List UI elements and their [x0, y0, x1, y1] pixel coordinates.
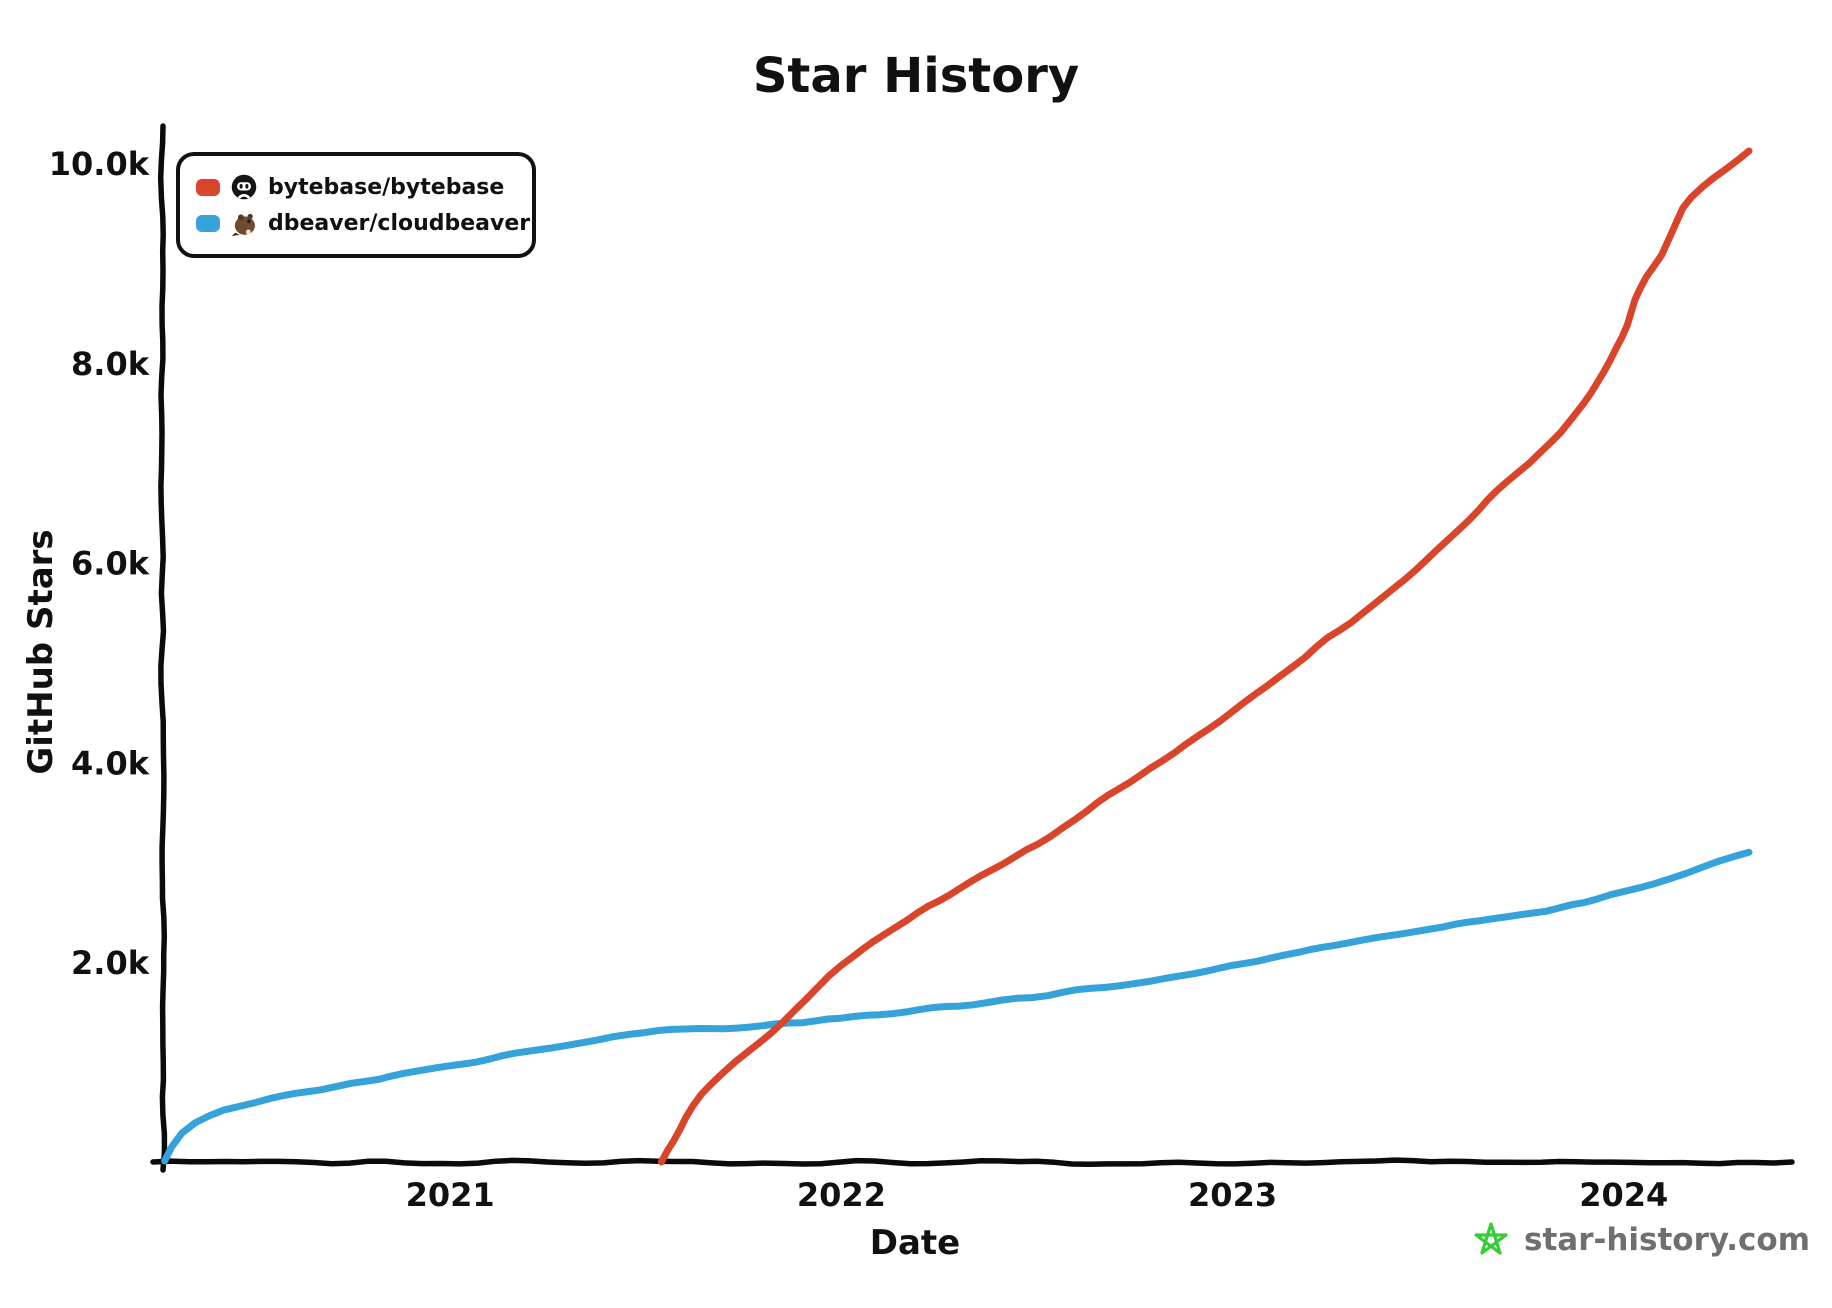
bytebase-logo-icon [231, 174, 257, 200]
y-tick-label-8.0k: 8.0k [71, 345, 150, 383]
series-line-bytebase-bytebase [657, 147, 1753, 1166]
chart-legend: bytebase/bytebase dbeaver/cloudbeaver [176, 152, 536, 258]
y-tick-label-10.0k: 10.0k [49, 145, 150, 183]
beaver-logo-icon [231, 213, 255, 237]
legend-label-cloudbeaver: dbeaver/cloudbeaver [268, 210, 531, 236]
y-tick-label-4.0k: 4.0k [71, 744, 150, 782]
series-lines [161, 147, 1753, 1166]
legend-item-bytebase: bytebase/bytebase [196, 173, 516, 201]
x-tick-label-2024: 2024 [1579, 1176, 1668, 1214]
x-axis-title: Date [870, 1223, 960, 1263]
x-tick-label-2021: 2021 [406, 1176, 495, 1214]
x-tick-label-2022: 2022 [797, 1176, 886, 1214]
watermark-text: star-history.com [1524, 1222, 1810, 1258]
x-tick-label-2023: 2023 [1188, 1176, 1277, 1214]
y-tick-label-2.0k: 2.0k [71, 944, 150, 982]
cloudbeaver-color-swatch [196, 214, 220, 232]
bytebase-color-swatch [196, 178, 220, 196]
legend-label-bytebase: bytebase/bytebase [268, 174, 505, 200]
tick-labels: 2021 2022 2023 2024 2.0k 4.0k 6.0k 8.0k 10.0k [49, 145, 1669, 1214]
legend-item-cloudbeaver: dbeaver/cloudbeaver [196, 209, 530, 237]
watermark: star-history.com [1474, 1222, 1810, 1258]
axes [150, 123, 1795, 1173]
chart-title: Star History [753, 48, 1079, 104]
star-history-star-icon [1474, 1222, 1508, 1255]
y-tick-label-6.0k: 6.0k [71, 545, 150, 583]
y-axis-line [157, 123, 168, 1173]
x-axis-line [150, 1157, 1795, 1168]
y-axis-title: GitHub Stars [21, 529, 61, 774]
series-line-dbeaver-cloudbeaver [161, 848, 1753, 1165]
